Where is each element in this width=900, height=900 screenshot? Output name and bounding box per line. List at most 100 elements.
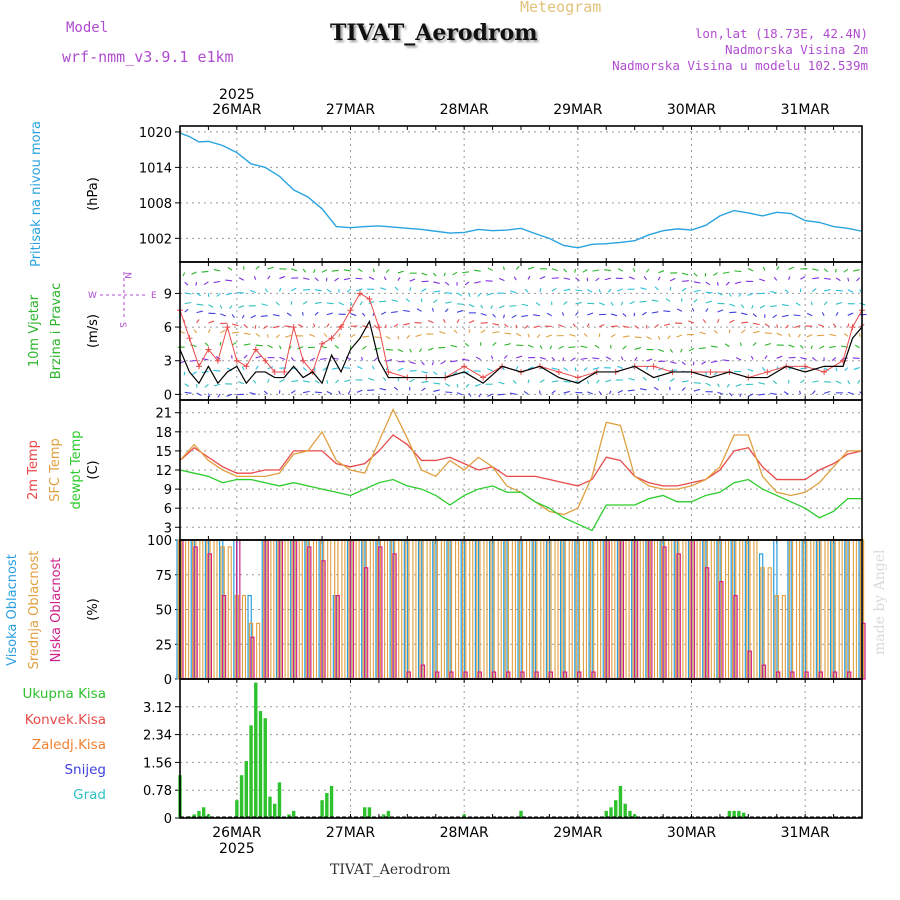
wind-arrow — [524, 288, 529, 293]
wind-arrow — [456, 309, 464, 313]
cloud-bar — [696, 539, 701, 680]
wind-arrow — [347, 390, 351, 395]
wind-arrow — [843, 332, 849, 337]
cloud-bar — [355, 539, 360, 680]
precip-bar — [623, 803, 627, 818]
wind-arrow — [196, 292, 201, 297]
wind-arrow — [628, 276, 635, 280]
wind-arrow — [800, 367, 808, 370]
wind-arrow — [717, 391, 724, 395]
wind-arrow — [490, 305, 494, 309]
wind-arrow — [726, 383, 730, 388]
precip-bar — [632, 814, 637, 818]
y-tick-label: 1.56 — [143, 756, 172, 771]
wind-arrow — [487, 393, 493, 397]
wind-arrow — [486, 292, 493, 296]
wind-arrow — [713, 329, 718, 334]
wind-arrow — [279, 379, 285, 383]
year-label-top: 2025 — [219, 87, 255, 103]
panel-frame — [179, 261, 863, 401]
precip-bar — [462, 814, 466, 818]
wind-arrow — [314, 301, 322, 305]
wind-arrow — [667, 335, 671, 340]
y-tick-label: 15 — [155, 445, 172, 460]
wind-arrow — [432, 272, 437, 277]
wind-arrow — [350, 334, 356, 338]
meteogram-label: Meteogram — [520, 0, 602, 16]
wind-arrow — [620, 356, 624, 361]
wind-arrow — [681, 387, 686, 391]
precip-bar — [244, 760, 249, 818]
wind-arrow — [219, 305, 223, 309]
wind-arrow — [334, 277, 339, 282]
wind-arrow — [232, 331, 240, 334]
wind-arrow — [643, 276, 647, 280]
wind-arrow — [693, 388, 701, 392]
wind-arrow — [764, 332, 772, 335]
wind-arrow — [355, 277, 363, 280]
wind-arrow — [492, 313, 496, 318]
wind-arrow — [241, 366, 245, 371]
wind-arrow — [724, 343, 730, 348]
wind-arrow — [477, 292, 482, 297]
wind-arrow — [627, 389, 635, 392]
wind-arrow — [431, 307, 434, 312]
wind-arrow — [688, 320, 695, 324]
wind-arrow — [362, 325, 369, 328]
wind-arrow — [693, 281, 701, 284]
wind-arrow — [854, 344, 860, 349]
wind-arrow — [453, 329, 458, 334]
wind-arrow — [406, 334, 411, 339]
wind-arrow — [699, 331, 706, 335]
wind-arrow — [769, 305, 777, 308]
wind-arrow — [639, 300, 647, 303]
wind-arrow — [651, 299, 659, 302]
wind-arrow — [452, 271, 458, 276]
wind-arrow — [275, 334, 280, 339]
precip-legend-item: Konvek.Kisa — [25, 712, 106, 728]
wind-arrow — [502, 266, 505, 271]
precip-bar — [737, 810, 741, 818]
wind-arrow — [515, 366, 519, 370]
wind-arrow — [788, 266, 795, 270]
wind-arrow — [710, 345, 718, 348]
wind-arrow — [326, 323, 330, 328]
wind-arrow — [291, 287, 297, 292]
temp-axis-title-dewpt: dewpt Temp — [69, 430, 84, 509]
cloud-axis-title-low: Niska Oblacnost — [49, 558, 64, 663]
wind-gust-marker — [290, 324, 297, 331]
wind-arrow — [385, 269, 390, 273]
wind-arrow — [670, 369, 678, 372]
wind-arrow — [343, 367, 351, 369]
temp-axis-title-2m: 2m Temp — [26, 440, 41, 500]
wind-arrow — [208, 320, 215, 324]
y-tick-label: 1002 — [139, 232, 172, 247]
wind-arrow — [468, 320, 475, 324]
compass-north: N — [122, 272, 132, 279]
wind-arrow — [823, 301, 828, 306]
day-label-top: 29MAR — [553, 102, 602, 118]
wind-arrow — [249, 392, 256, 395]
wind-arrow — [776, 332, 783, 337]
wind-arrow — [812, 277, 820, 280]
wind-arrow — [278, 287, 282, 292]
unit-label: (%) — [86, 598, 101, 621]
wind-arrow — [596, 379, 600, 384]
y-tick-label: 2.34 — [143, 729, 172, 744]
wind-arrow — [433, 382, 441, 385]
wind-arrow — [326, 288, 332, 293]
wind-arrow — [302, 367, 307, 372]
wind-gust-marker — [281, 368, 288, 375]
wind-arrow — [633, 312, 636, 317]
wind-arrow — [563, 301, 568, 305]
wind-arrow — [812, 268, 819, 271]
unit-label: (hPa) — [86, 177, 101, 211]
wind-arrow — [393, 323, 399, 328]
wind-gust-marker — [650, 363, 657, 370]
cloud-bar — [625, 539, 630, 680]
wind-arrow — [847, 277, 850, 282]
wind-arrow — [539, 379, 545, 383]
wind-arrow — [465, 383, 470, 388]
y-tick-label: 0 — [164, 388, 172, 403]
